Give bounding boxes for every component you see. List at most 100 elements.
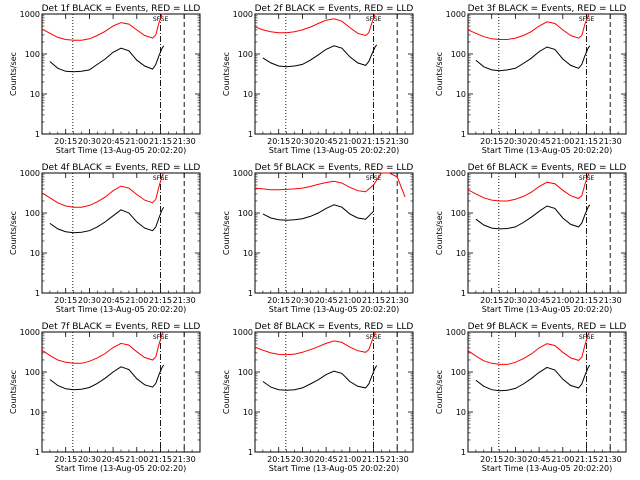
x-tick-label: 20:15 — [480, 455, 503, 464]
y-tick-label: 100 — [238, 209, 253, 218]
x-tick-label: 20:30 — [291, 137, 314, 146]
detector-panel-4: Det 4f BLACK = Events, RED = LLD 1 10 100 10… — [9, 163, 201, 314]
y-tick-label: 1000 — [233, 328, 253, 337]
x-axis-label: Start Time (13-Aug-05 20:02:20) — [482, 464, 613, 473]
marker-label: SE — [161, 334, 169, 341]
x-axis-label: Start Time (13-Aug-05 20:02:20) — [482, 146, 613, 155]
detector-panel-5: Det 5f BLACK = Events, RED = LLD 1 10 100 10… — [222, 163, 414, 314]
panel-title: Det 9f BLACK = Events, RED = LLD — [468, 322, 627, 332]
x-tick-label: 20:45 — [102, 455, 125, 464]
x-axis-label: Start Time (13-Aug-05 20:02:20) — [482, 305, 613, 314]
detector-panel-8: Det 8f BLACK = Events, RED = LLD 1 10 100 10… — [222, 322, 414, 473]
x-tick-label: 20:30 — [78, 296, 101, 305]
plot-frame — [41, 13, 201, 135]
y-axis-label: Counts/sec — [222, 370, 231, 414]
x-tick-label: 21:00 — [551, 137, 574, 146]
x-tick-label: 21:00 — [125, 137, 148, 146]
panel-title: Det 4f BLACK = Events, RED = LLD — [42, 163, 201, 173]
x-tick-label: 20:45 — [102, 137, 125, 146]
x-tick-label: 20:45 — [315, 455, 338, 464]
series-line-lld — [254, 331, 377, 356]
y-tick-label: 10 — [243, 249, 253, 258]
marker-label: SF — [153, 334, 161, 341]
marker-label: SF — [366, 334, 374, 341]
marker-label: SE — [587, 334, 595, 341]
y-tick-label: 1000 — [20, 10, 40, 19]
y-tick-label: 1000 — [446, 328, 466, 337]
x-tick-label: 21:30 — [386, 455, 409, 464]
y-tick-label: 1 — [35, 289, 40, 298]
y-tick-label: 1 — [248, 448, 253, 457]
x-tick-label: 21:15 — [362, 137, 385, 146]
y-tick-label: 1 — [461, 448, 466, 457]
x-tick-label: 21:30 — [386, 137, 409, 146]
x-tick-label: 20:45 — [528, 137, 551, 146]
y-axis-label: Counts/sec — [222, 52, 231, 96]
x-axis-label: Start Time (13-Aug-05 20:02:20) — [56, 305, 187, 314]
series-line-lld — [467, 13, 591, 40]
plot-frame — [254, 172, 414, 294]
series-line-lld — [41, 172, 165, 208]
panel-title: Det 2f BLACK = Events, RED = LLD — [255, 4, 414, 14]
y-tick-label: 100 — [25, 50, 40, 59]
y-tick-label: 1000 — [20, 328, 40, 337]
y-tick-label: 1 — [248, 289, 253, 298]
marker-label: SF — [366, 175, 374, 182]
series-line-lld — [41, 13, 164, 41]
marker-label: SF — [579, 16, 587, 23]
x-tick-label: 21:30 — [599, 137, 622, 146]
x-tick-label: 20:30 — [78, 137, 101, 146]
panel-title: Det 5f BLACK = Events, RED = LLD — [255, 163, 414, 173]
y-tick-label: 100 — [451, 50, 466, 59]
x-tick-label: 21:30 — [173, 137, 196, 146]
y-tick-label: 1000 — [233, 10, 253, 19]
series-line-events — [262, 204, 374, 221]
marker-label: SE — [374, 334, 382, 341]
plot-frame — [467, 172, 627, 294]
x-tick-label: 20:15 — [480, 296, 503, 305]
x-axis-label: Start Time (13-Aug-05 20:02:20) — [269, 305, 400, 314]
y-tick-label: 10 — [30, 408, 40, 417]
x-tick-label: 20:30 — [291, 455, 314, 464]
plot-frame — [467, 13, 627, 135]
detector-panel-2: Det 2f BLACK = Events, RED = LLD 1 10 100 10… — [222, 4, 414, 155]
y-tick-label: 1000 — [446, 169, 466, 178]
series-line-lld — [467, 172, 591, 202]
x-tick-label: 21:15 — [575, 137, 598, 146]
y-tick-label: 10 — [456, 249, 466, 258]
y-tick-label: 1 — [35, 130, 40, 139]
x-tick-label: 21:15 — [149, 137, 172, 146]
y-tick-label: 10 — [456, 408, 466, 417]
y-tick-label: 10 — [456, 90, 466, 99]
x-tick-label: 20:15 — [54, 296, 77, 305]
series-line-lld — [254, 13, 377, 37]
marker-label: SE — [374, 16, 382, 23]
y-tick-label: 10 — [30, 249, 40, 258]
y-tick-label: 1 — [461, 289, 466, 298]
panel-title: Det 8f BLACK = Events, RED = LLD — [255, 322, 414, 332]
series-line-events — [475, 364, 591, 392]
y-tick-label: 100 — [25, 368, 40, 377]
y-tick-label: 1000 — [20, 169, 40, 178]
marker-label: SE — [587, 16, 595, 23]
detector-panel-9: Det 9f BLACK = Events, RED = LLD 1 10 100 10… — [435, 322, 627, 473]
plot-frame — [254, 13, 414, 135]
plot-frame — [254, 331, 414, 453]
marker-label: SE — [587, 175, 595, 182]
series-line-events — [49, 364, 165, 391]
x-tick-label: 20:45 — [102, 296, 125, 305]
y-tick-label: 100 — [25, 209, 40, 218]
x-tick-label: 20:30 — [504, 296, 527, 305]
y-tick-label: 1000 — [233, 169, 253, 178]
x-tick-label: 21:00 — [125, 296, 148, 305]
marker-label: SF — [153, 16, 161, 23]
x-tick-label: 20:45 — [528, 455, 551, 464]
x-tick-label: 21:30 — [173, 296, 196, 305]
x-axis-label: Start Time (13-Aug-05 20:02:20) — [269, 146, 400, 155]
x-tick-label: 20:45 — [528, 296, 551, 305]
x-tick-label: 21:30 — [173, 455, 196, 464]
plot-frame — [467, 331, 627, 453]
marker-label: SF — [579, 334, 587, 341]
x-tick-label: 21:00 — [338, 296, 361, 305]
